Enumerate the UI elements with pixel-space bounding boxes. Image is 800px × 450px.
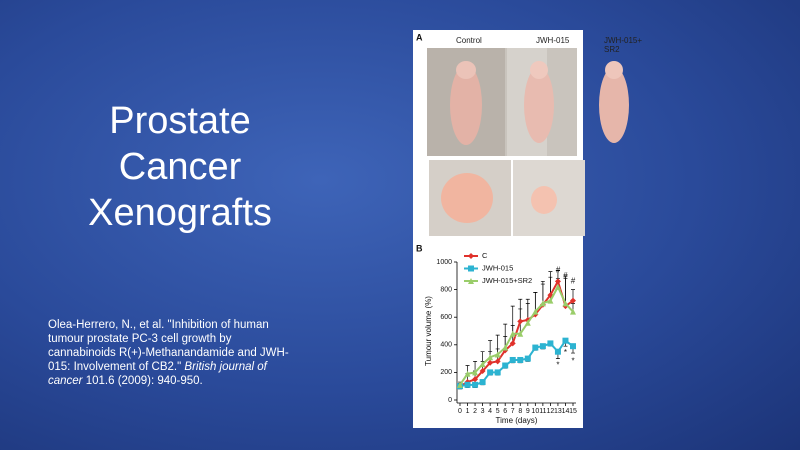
data-point [539,300,546,307]
data-point [468,265,474,272]
panel-label: A [416,32,423,42]
x-tick-label: 9 [526,408,530,415]
error-bar [563,275,568,304]
slide-title: Prostate Cancer Xenografts [88,100,272,234]
x-tick-label: 7 [511,408,515,415]
data-point [517,330,524,337]
data-point [547,297,554,304]
column-label: JWH-015 [536,36,570,45]
data-point [524,355,531,362]
data-point [570,297,576,304]
x-tick-label: 15 [569,408,577,415]
series-line [459,284,574,386]
annotation: * [556,361,559,370]
y-tick-label: 400 [440,342,452,349]
x-tick-label: 10 [531,408,539,415]
error-bar [503,323,508,348]
data-point [479,361,486,368]
data-point [472,381,479,388]
data-point [487,369,494,376]
data-point [509,330,516,337]
x-tick-label: 13 [554,408,562,415]
x-tick-label: 12 [547,408,555,415]
annotation: * [564,348,567,357]
annotation: * [571,356,574,365]
legend-label: JWH-015+SR2 [482,276,532,285]
x-tick-label: 4 [488,408,492,415]
annotation: # [571,276,576,285]
annotation: # [556,265,561,274]
y-tick-label: 0 [448,397,452,404]
data-point [562,300,569,307]
data-point [457,381,463,388]
error-bar [540,280,545,304]
y-tick-label: 200 [440,369,452,376]
y-tick-label: 600 [440,314,452,321]
data-point [570,343,576,350]
data-point [502,362,509,369]
data-point [494,358,501,365]
annotation: # [563,271,568,280]
data-point [532,344,539,351]
mice-photos [427,48,629,156]
legend-label: C [482,251,488,260]
data-point [517,318,524,325]
data-point [494,369,501,376]
data-point [494,351,501,358]
data-point [502,344,509,351]
x-tick-label: 0 [458,408,462,415]
x-tick-label: 1 [466,408,470,415]
data-point [539,343,546,350]
x-tick-label: 3 [481,408,485,415]
data-point [554,283,561,290]
data-point [487,359,494,366]
y-tick-label: 800 [440,286,452,293]
data-point [468,278,474,284]
citation-journal: British journal of cancer [48,361,267,387]
data-point [509,356,516,363]
x-axis-label: Time (days) [496,416,538,425]
data-point [524,319,531,326]
data-point [464,381,471,388]
column-label: JWH-015+SR2 [604,36,643,54]
data-point [472,376,479,383]
x-tick-label: 2 [473,408,477,415]
data-point [468,253,474,259]
series-line [459,339,574,388]
data-point [532,308,539,315]
x-tick-label: 5 [496,408,500,415]
error-bar [495,334,500,355]
data-point [554,278,561,285]
tumour-photos [429,160,585,236]
x-tick-label: 11 [539,408,546,415]
data-point [487,354,494,361]
data-point [517,356,524,363]
data-point [472,369,479,376]
data-point [570,308,576,315]
data-point [464,370,471,377]
y-axis-label: Tumour volume (%) [424,296,433,366]
data-point [547,340,554,347]
data-point [479,379,486,386]
citation-text: Olea-Herrero, N., et al. "Inhibition of … [48,319,289,373]
data-point [479,368,486,375]
series-line [459,278,574,388]
legend-label: JWH-015 [482,263,513,272]
data-point [554,348,561,355]
citation-details: 101.6 (2009): 940-950. [82,375,203,387]
x-tick-label: 8 [518,408,522,415]
data-point [562,337,569,344]
column-label: Control [456,36,482,45]
error-bar [510,305,515,334]
x-tick-label: 6 [503,408,507,415]
y-tick-label: 1000 [436,259,452,266]
panel-label: B [416,243,423,253]
data-point [509,340,516,347]
citation: Olea-Herrero, N., et al. "Inhibition of … [48,318,293,388]
x-tick-label: 14 [562,408,570,415]
error-bar [533,292,538,312]
